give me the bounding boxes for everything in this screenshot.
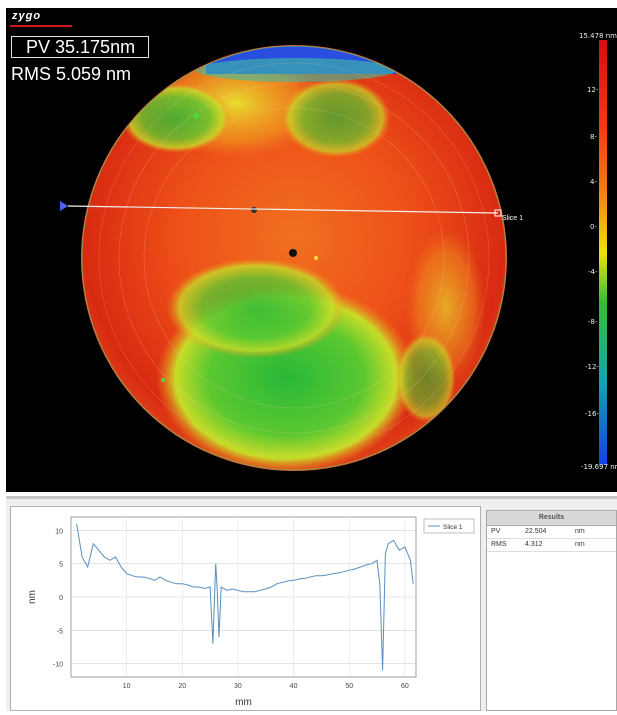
x-tick-label: 50 bbox=[345, 683, 353, 690]
scale-tick: 0- bbox=[590, 223, 597, 231]
scale-tick: 12- bbox=[587, 86, 599, 94]
splitter[interactable] bbox=[6, 496, 617, 499]
defect-spot bbox=[289, 249, 297, 257]
results-title: Results bbox=[487, 511, 616, 526]
result-name: RMS bbox=[491, 541, 507, 548]
slice-start-handle[interactable] bbox=[60, 201, 68, 211]
scale-tick: -12- bbox=[585, 363, 599, 371]
result-value: 4.312 bbox=[525, 541, 543, 548]
y-tick-label: -5 bbox=[57, 628, 63, 635]
result-unit: nm bbox=[575, 528, 585, 535]
scale-tick: -4- bbox=[588, 268, 598, 276]
x-tick-label: 10 bbox=[123, 683, 131, 690]
scale-max-label: 15.478 nm bbox=[579, 32, 617, 40]
slice-end-handle[interactable] bbox=[494, 209, 502, 217]
surface-map-svg: Slice 1 bbox=[60, 40, 607, 471]
pv-value-box: PV 35.175nm bbox=[11, 36, 149, 58]
y-tick-label: 5 bbox=[59, 562, 63, 569]
rms-value: RMS 5.059 nm bbox=[11, 64, 132, 84]
legend-label: Slice 1 bbox=[443, 524, 463, 531]
slice-label: Slice 1 bbox=[502, 215, 523, 222]
x-tick-label: 40 bbox=[290, 683, 298, 690]
color-scale bbox=[599, 40, 607, 465]
result-name: PV bbox=[491, 528, 501, 535]
series-line-slice-1 bbox=[76, 523, 414, 671]
results-panel: Results PV 22.504 nm RMS 4.312 nm bbox=[486, 510, 617, 711]
zygo-logo: zygo bbox=[12, 10, 42, 22]
logo-underline bbox=[10, 25, 72, 27]
slice-line[interactable]: Slice 1 bbox=[60, 201, 523, 222]
scale-tick: -8- bbox=[588, 318, 598, 326]
y-axis-label: nm bbox=[27, 590, 38, 604]
x-tick-label: 20 bbox=[178, 683, 186, 690]
result-unit: nm bbox=[575, 541, 585, 548]
scale-tick: 8- bbox=[590, 133, 597, 141]
x-tick-label: 60 bbox=[401, 683, 409, 690]
scale-min-label: -19.697 nm bbox=[581, 463, 617, 471]
bottom-panel: 10 5 0 -5 -10 10 20 30 40 50 60 mm nm Slice 1 Results… bbox=[6, 496, 617, 711]
scale-tick: -16- bbox=[585, 410, 599, 418]
surface-disc bbox=[81, 45, 507, 471]
slice-plot-panel: 10 5 0 -5 -10 10 20 30 40 50 60 mm nm Slice 1 bbox=[10, 506, 481, 711]
y-tick-label: 0 bbox=[59, 595, 63, 602]
surface-map-panel: Slice 1 zygo PV 35.175nm RMS 5.059 nm 15… bbox=[6, 8, 617, 492]
results-row: PV 22.504 nm bbox=[487, 526, 616, 539]
result-value: 22.504 bbox=[525, 528, 547, 535]
legend-box bbox=[423, 518, 475, 534]
x-axis-label: mm bbox=[235, 697, 252, 708]
y-tick-label: 10 bbox=[55, 528, 63, 535]
results-row: RMS 4.312 nm bbox=[487, 539, 616, 552]
scale-tick: 4- bbox=[590, 178, 597, 186]
y-tick-label: -10 bbox=[53, 662, 63, 669]
x-tick-label: 30 bbox=[234, 683, 242, 690]
